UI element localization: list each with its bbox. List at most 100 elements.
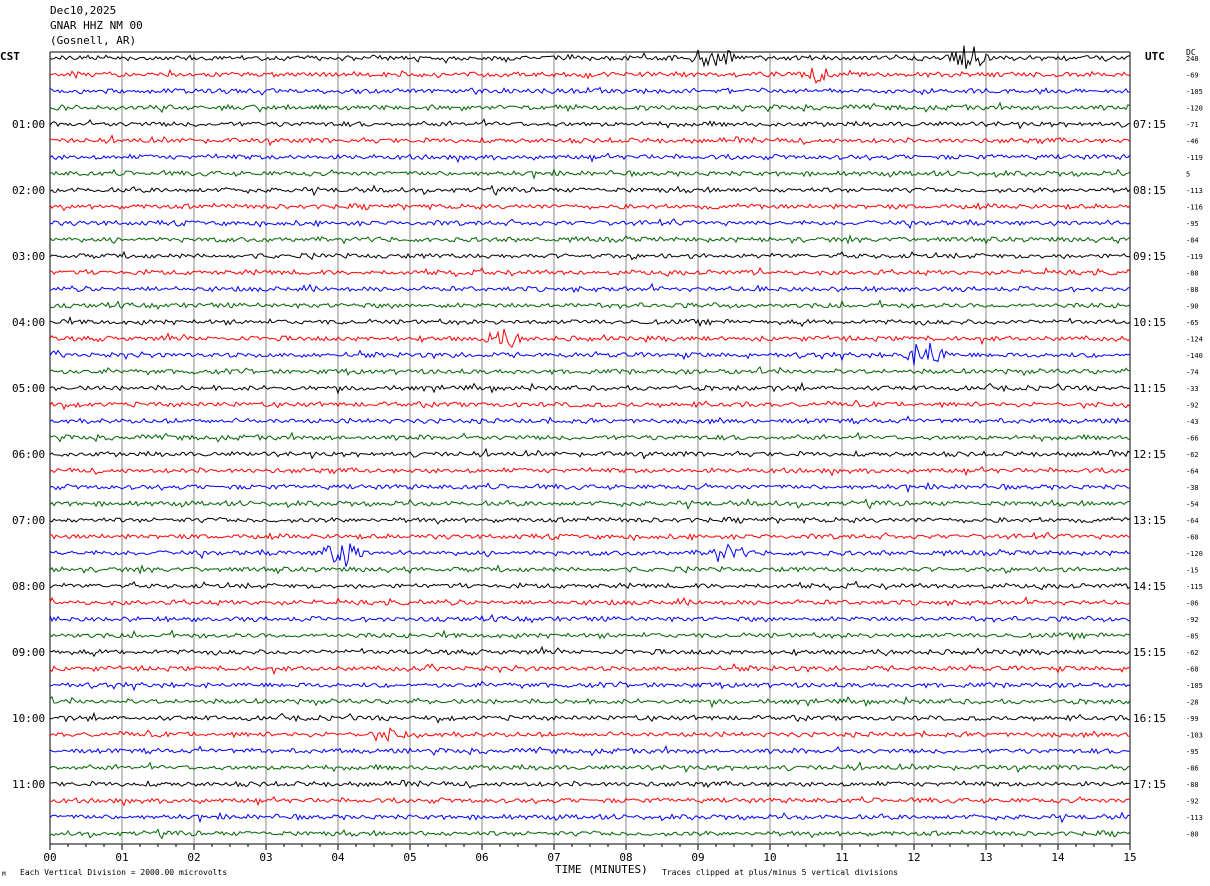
dc-offset-label: -88 (1186, 286, 1199, 294)
trace-row-43 (49, 761, 1131, 774)
dc-offset-label: -120 (1186, 105, 1203, 113)
right-hour-label: 11:15 (1133, 382, 1166, 395)
right-hour-label: 17:15 (1133, 778, 1166, 791)
x-tick-label-08: 08 (619, 851, 632, 864)
x-tick-label-04: 04 (331, 851, 345, 864)
dc-offset-label: -115 (1186, 583, 1203, 591)
station-code: GNAR HHZ NM 00 (50, 19, 143, 32)
dc-offset-label: -06 (1186, 600, 1199, 608)
dc-offset-label: -90 (1186, 303, 1199, 311)
grid-lines (49, 51, 1131, 850)
dc-offset-label: -99 (1186, 715, 1199, 723)
dc-offset-label: -65 (1186, 319, 1199, 327)
left-hour-label: 02:00 (12, 184, 45, 197)
right-hour-label: 08:15 (1133, 184, 1166, 197)
trace-row-30 (49, 543, 1131, 567)
x-tick-label-15: 15 (1123, 851, 1136, 864)
trace-row-36 (49, 645, 1131, 658)
x-tick-label-05: 05 (403, 851, 416, 864)
dc-offset-label: -74 (1186, 369, 1199, 377)
station-location: (Gosnell, AR) (50, 34, 137, 47)
x-tick-label-07: 07 (547, 851, 560, 864)
trace-row-17 (49, 328, 1131, 348)
dc-offset-label: -62 (1186, 451, 1199, 459)
left-hour-label: 06:00 (12, 448, 45, 461)
dc-offset-label: -33 (1186, 385, 1199, 393)
right-hour-label: 09:15 (1133, 250, 1166, 263)
dc-offset-label: -92 (1186, 616, 1199, 624)
x-tick-label-02: 02 (187, 851, 200, 864)
trace-row-4 (49, 118, 1131, 130)
dc-offset-label: -38 (1186, 484, 1199, 492)
dc-offset-label: -120 (1186, 550, 1203, 558)
record-date: Dec10,2025 (50, 4, 117, 17)
dc-offset-label: -54 (1186, 501, 1199, 509)
dc-offset-label: 248 (1186, 55, 1199, 63)
dc-offset-label: -95 (1186, 220, 1199, 228)
trace-row-44 (49, 779, 1130, 789)
dc-column-title: DC (1186, 48, 1196, 57)
trace-row-35 (49, 629, 1131, 641)
trace-row-34 (49, 613, 1131, 624)
trace-row-11 (49, 234, 1131, 245)
dc-offset-label: -105 (1186, 682, 1203, 690)
trace-row-42 (49, 745, 1131, 757)
left-hour-label: 11:00 (12, 778, 45, 791)
dc-offset-label: -88 (1186, 270, 1199, 278)
dc-offset-label: -66 (1186, 435, 1199, 443)
dc-offset-label: -119 (1186, 154, 1203, 162)
trace-row-18 (49, 342, 1131, 366)
x-tick-label-06: 06 (475, 851, 488, 864)
left-hour-label: 01:00 (12, 118, 45, 131)
dc-offset-label: -92 (1186, 798, 1199, 806)
trace-row-27 (49, 498, 1131, 510)
left-hour-label: 07:00 (12, 514, 45, 527)
dc-offset-label: -68 (1186, 666, 1199, 674)
x-axis-title: TIME (MINUTES) (555, 863, 648, 876)
trace-row-1 (49, 67, 1131, 84)
trace-row-3 (49, 101, 1131, 114)
dc-offset-label: 5 (1186, 171, 1190, 179)
trace-row-33 (49, 596, 1131, 607)
x-tick-label-09: 09 (691, 851, 704, 864)
clip-note: Traces clipped at plus/minus 5 vertical … (662, 868, 899, 877)
x-tick-label-00: 00 (43, 851, 56, 864)
dc-offset-label: -140 (1186, 352, 1203, 360)
left-hour-label: 09:00 (12, 646, 45, 659)
trace-row-41 (49, 727, 1131, 743)
dc-offset-label: -43 (1186, 418, 1199, 426)
trace-row-45 (49, 795, 1130, 807)
trace-row-6 (49, 152, 1131, 164)
dc-offset-label: -113 (1186, 814, 1203, 822)
dc-offset-label: -86 (1186, 765, 1199, 773)
trace-row-28 (49, 516, 1131, 525)
right-hour-label: 14:15 (1133, 580, 1166, 593)
trace-row-20 (49, 381, 1131, 395)
trace-row-7 (49, 168, 1131, 180)
dc-offset-label: -28 (1186, 699, 1199, 707)
dc-offset-label: -71 (1186, 121, 1199, 129)
dc-offset-label: -103 (1186, 732, 1203, 740)
trace-row-21 (49, 399, 1131, 411)
x-tick-label-11: 11 (835, 851, 848, 864)
trace-group (49, 45, 1131, 840)
dc-offset-label: -119 (1186, 253, 1203, 261)
dc-offset-label: -124 (1186, 336, 1203, 344)
trace-row-14 (49, 282, 1131, 294)
left-timezone-label: CST (0, 50, 20, 63)
x-tick-label-03: 03 (259, 851, 272, 864)
left-hour-label: 08:00 (12, 580, 45, 593)
x-tick-label-10: 10 (763, 851, 776, 864)
right-hour-label: 10:15 (1133, 316, 1166, 329)
dc-offset-label: -105 (1186, 88, 1203, 96)
trace-row-22 (49, 415, 1131, 425)
corner-mark: M (2, 871, 6, 878)
trace-row-8 (49, 184, 1131, 197)
trace-row-46 (49, 811, 1131, 824)
trace-row-47 (49, 828, 1131, 840)
left-hour-label: 10:00 (12, 712, 45, 725)
trace-row-0 (49, 45, 1131, 69)
right-hour-label: 13:15 (1133, 514, 1166, 527)
trace-row-13 (49, 266, 1131, 278)
